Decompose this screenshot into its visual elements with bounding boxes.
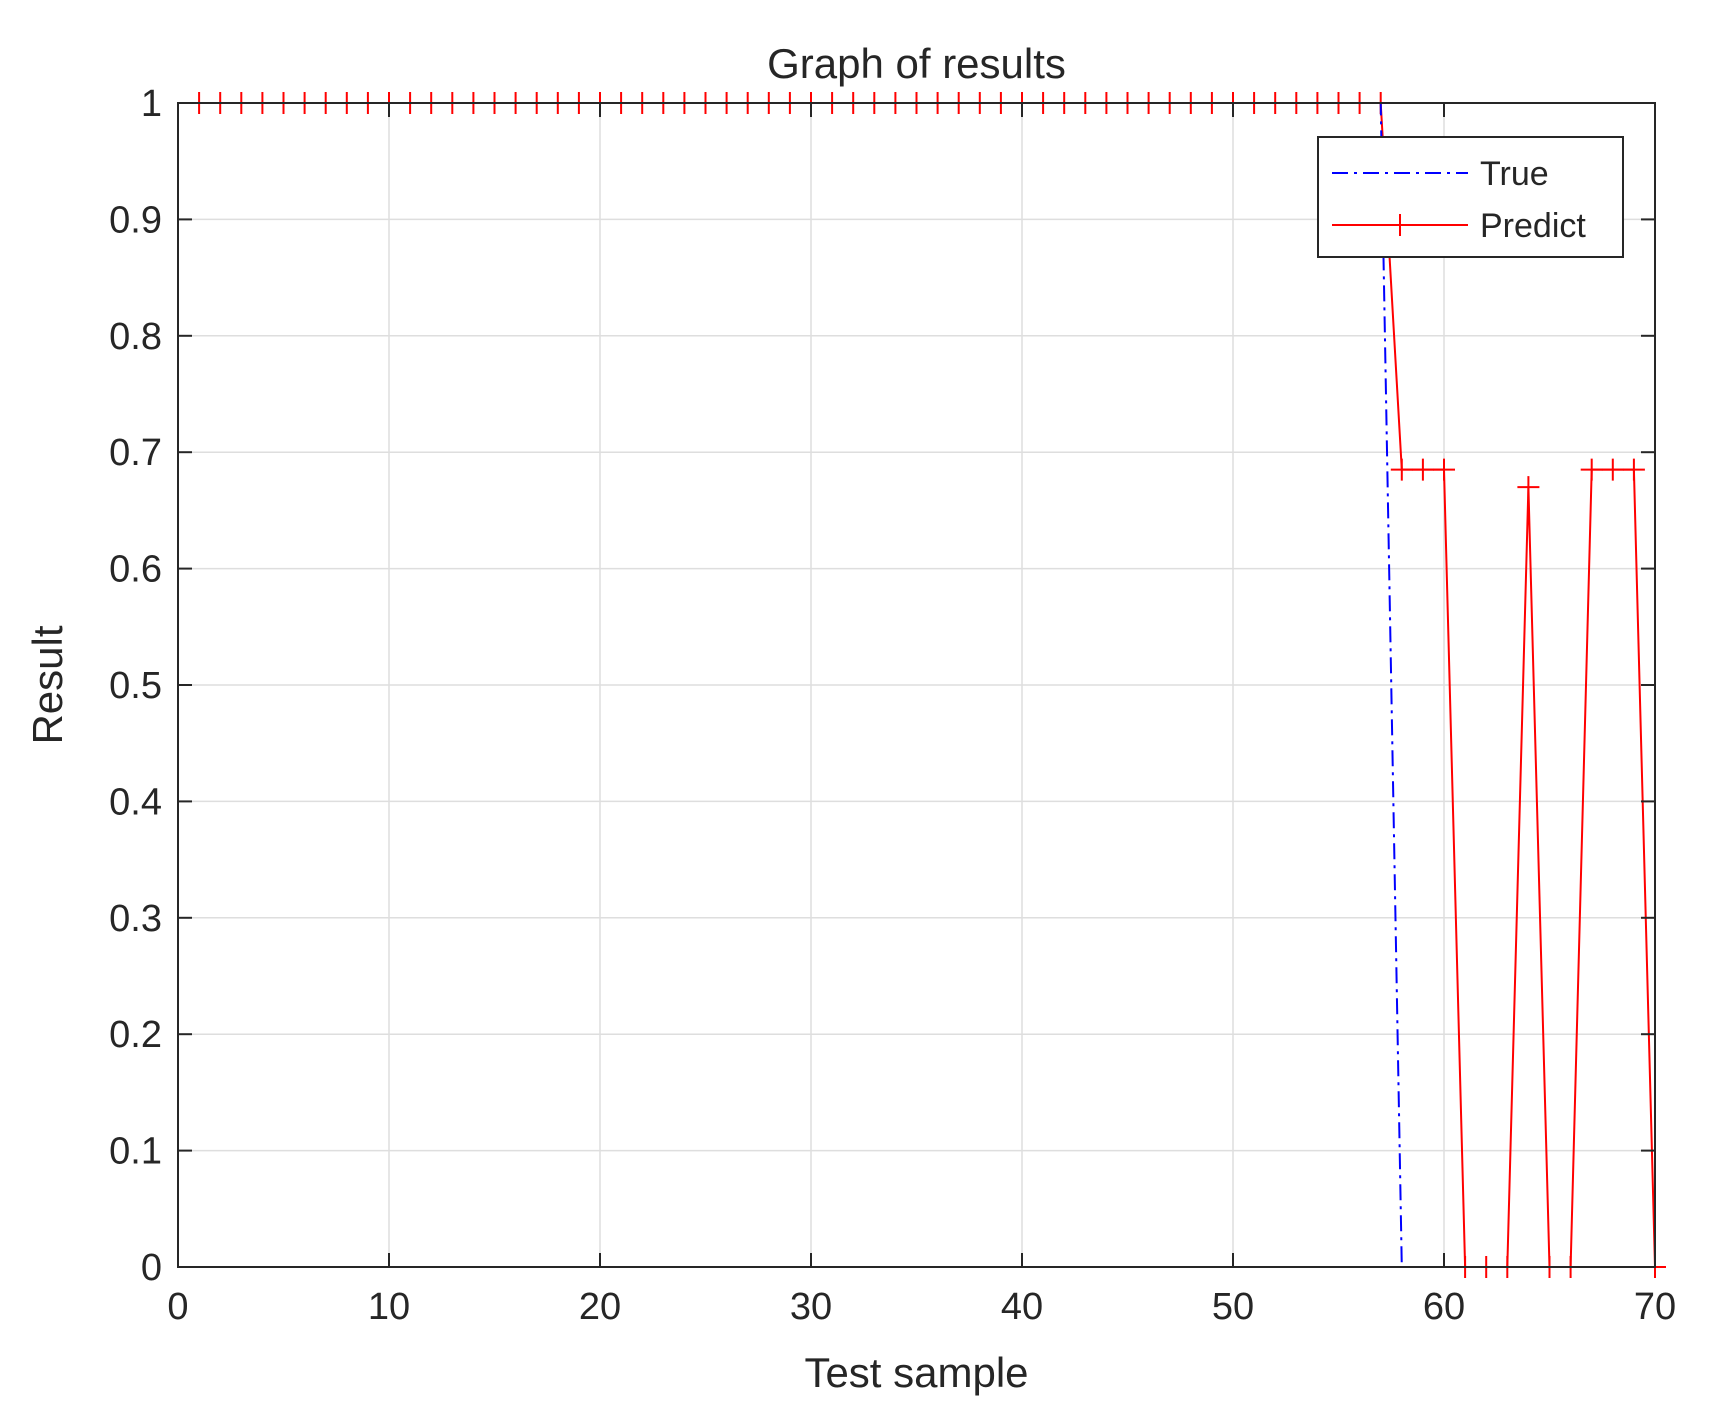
legend-label-predict: Predict <box>1480 207 1586 245</box>
y-tick-label: 0.1 <box>109 1131 162 1173</box>
y-tick-label: 0.3 <box>109 898 162 940</box>
x-tick-label: 60 <box>1423 1286 1465 1328</box>
x-tick-label: 20 <box>579 1286 621 1328</box>
x-tick-label: 0 <box>167 1286 188 1328</box>
y-tick-label: 0 <box>141 1247 162 1289</box>
x-tick-label: 50 <box>1212 1286 1254 1328</box>
y-tick-label: 0.9 <box>109 199 162 241</box>
x-axis-label: Test sample <box>804 1349 1028 1396</box>
y-tick-label: 0.6 <box>109 549 162 591</box>
y-tick-label: 0.4 <box>109 781 162 823</box>
legend-box <box>1317 136 1624 258</box>
data-point-predict <box>1622 458 1645 481</box>
y-tick-label: 0.2 <box>109 1014 162 1056</box>
x-tick-label: 10 <box>368 1286 410 1328</box>
data-point-predict <box>1433 458 1455 481</box>
y-axis-label: Result <box>24 625 71 744</box>
data-point-predict <box>1390 458 1413 481</box>
x-tick-label: 30 <box>790 1286 832 1328</box>
legend-label-true: True <box>1480 155 1549 193</box>
chart-title: Graph of results <box>767 40 1066 87</box>
y-tick-label: 0.7 <box>109 432 162 474</box>
data-point-predict <box>1411 458 1434 481</box>
x-tick-label: 40 <box>1001 1286 1043 1328</box>
legend: True Predict <box>1317 136 1624 258</box>
y-tick-label: 0.5 <box>109 665 162 707</box>
data-point-predict <box>1580 458 1603 481</box>
data-point-predict <box>1601 458 1624 481</box>
y-tick-label: 1 <box>141 83 162 125</box>
legend-marker-predict <box>1389 214 1411 236</box>
x-tick-label: 70 <box>1634 1286 1676 1328</box>
y-tick-label: 0.8 <box>109 316 162 358</box>
data-point-predict <box>1517 476 1540 499</box>
ticks: 0 10 20 30 40 50 60 70 0 0.1 0.2 0.3 0.4 0.5 0.6 0.7 0.8… <box>109 83 1676 1328</box>
